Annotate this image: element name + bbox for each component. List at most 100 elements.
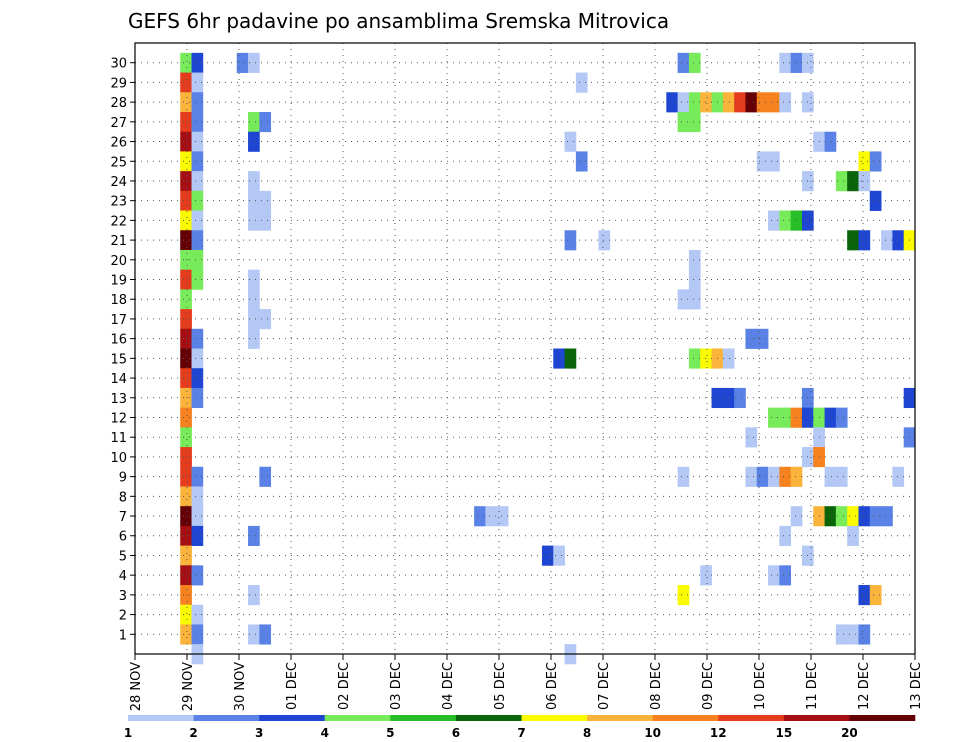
heatmap-cell (180, 407, 192, 428)
heatmap-cell (191, 171, 204, 192)
y-tick-label: 19 (110, 274, 127, 289)
heatmap-cell (722, 348, 735, 369)
heatmap-cell (180, 190, 192, 211)
y-tick-label: 30 (110, 57, 127, 72)
colorbar-label: 15 (775, 726, 792, 740)
heatmap-cell (180, 525, 192, 546)
y-tick-label: 20 (110, 254, 127, 269)
heatmap-cell (248, 289, 260, 310)
heatmap-cell (191, 151, 204, 172)
y-axis: 1234567891011121314151617181920212223242… (110, 57, 135, 643)
heatmap-cell (180, 368, 192, 389)
heatmap-cell (700, 92, 712, 113)
grid (134, 43, 916, 654)
heatmap-cell (191, 249, 204, 271)
heatmap-cell (779, 525, 792, 546)
x-tick-label: 05 DEC (493, 662, 508, 710)
y-tick-label: 5 (119, 549, 127, 564)
y-tick-label: 10 (110, 451, 127, 466)
heatmap-cell (180, 506, 192, 527)
heatmap-cell (236, 52, 249, 73)
heatmap-cell (191, 486, 204, 507)
heatmap-cell (779, 92, 792, 113)
x-tick-label: 13 DEC (909, 662, 924, 710)
colorbar-label: 3 (255, 726, 263, 740)
heatmap-cell (892, 230, 905, 251)
heatmap-cell (835, 466, 848, 487)
heatmap-cell (824, 506, 837, 527)
heatmap-cell (191, 131, 204, 152)
heatmap-cell (779, 466, 792, 487)
colorbar-swatch (128, 715, 194, 721)
heatmap-cell (191, 348, 204, 369)
heatmap-cell (564, 131, 577, 152)
heatmap-cell (553, 545, 565, 566)
heatmap-cell (248, 309, 260, 330)
heatmap-cell (666, 92, 678, 113)
heatmap-cell (180, 427, 192, 448)
heatmap-cell (688, 269, 701, 290)
heatmap-cell (881, 230, 893, 251)
y-tick-label: 25 (110, 155, 127, 170)
colorbar-label: 6 (452, 726, 460, 740)
colorbar-label: 10 (644, 726, 661, 740)
heatmap-cell (790, 210, 803, 231)
heatmap-cell (564, 348, 577, 369)
heatmap-cell (688, 348, 701, 369)
heatmap-cell (180, 466, 192, 487)
x-tick-label: 01 DEC (285, 662, 300, 710)
heatmap-cell (790, 52, 803, 73)
heatmap-cell (858, 230, 871, 251)
colorbar-label: 4 (321, 726, 329, 740)
x-tick-label: 10 DEC (753, 662, 768, 710)
heatmap-cell (553, 348, 565, 369)
heatmap-cell (180, 171, 192, 192)
heatmap-cell (779, 210, 792, 231)
heatmap-cell (688, 249, 701, 271)
heatmap-cell (191, 328, 204, 349)
y-tick-label: 26 (110, 136, 127, 151)
heatmap-cell (768, 151, 780, 172)
heatmap-cell (745, 92, 758, 113)
heatmap-cell (259, 210, 272, 231)
colorbar-label: 2 (189, 726, 197, 740)
heatmap-cell (734, 92, 746, 113)
heatmap-cell (180, 447, 192, 468)
y-tick-label: 15 (110, 352, 127, 367)
y-tick-label: 14 (110, 372, 127, 387)
colorbar-swatch (718, 715, 785, 721)
heatmap-cell (180, 545, 192, 566)
heatmap-cell (248, 269, 260, 290)
colorbar-swatch (455, 715, 522, 721)
heatmap-cell (191, 190, 204, 211)
colorbar-swatch (783, 715, 850, 721)
heatmap-cell (688, 92, 701, 113)
heatmap-cell (756, 151, 769, 172)
heatmap-cell (768, 565, 780, 586)
heatmap-cell (835, 624, 848, 645)
x-tick-label: 12 DEC (857, 662, 872, 710)
heatmap-cell (824, 131, 837, 152)
heatmap-cell (191, 604, 204, 625)
heatmap-cell (858, 151, 871, 172)
heatmap-cell (191, 210, 204, 231)
heatmap-cell (598, 230, 611, 251)
colorbar-swatch (587, 715, 653, 721)
heatmap-cell (191, 230, 204, 251)
heatmap-cell (191, 111, 204, 133)
heatmap-cell (847, 506, 859, 527)
heatmap-cell (858, 624, 871, 645)
heatmap-cell (745, 466, 758, 487)
y-tick-label: 28 (110, 96, 127, 111)
heatmap-cell (485, 506, 498, 527)
heatmap-cell (180, 585, 192, 606)
heatmap-cell (248, 328, 260, 349)
heatmap-cell (677, 585, 690, 606)
heatmap-cell (259, 190, 272, 211)
heatmap-cell (180, 348, 192, 369)
heatmap-cell (768, 210, 780, 231)
heatmap-cell (824, 466, 837, 487)
x-tick-label: 02 DEC (337, 662, 352, 710)
heatmap-cell (575, 72, 588, 93)
